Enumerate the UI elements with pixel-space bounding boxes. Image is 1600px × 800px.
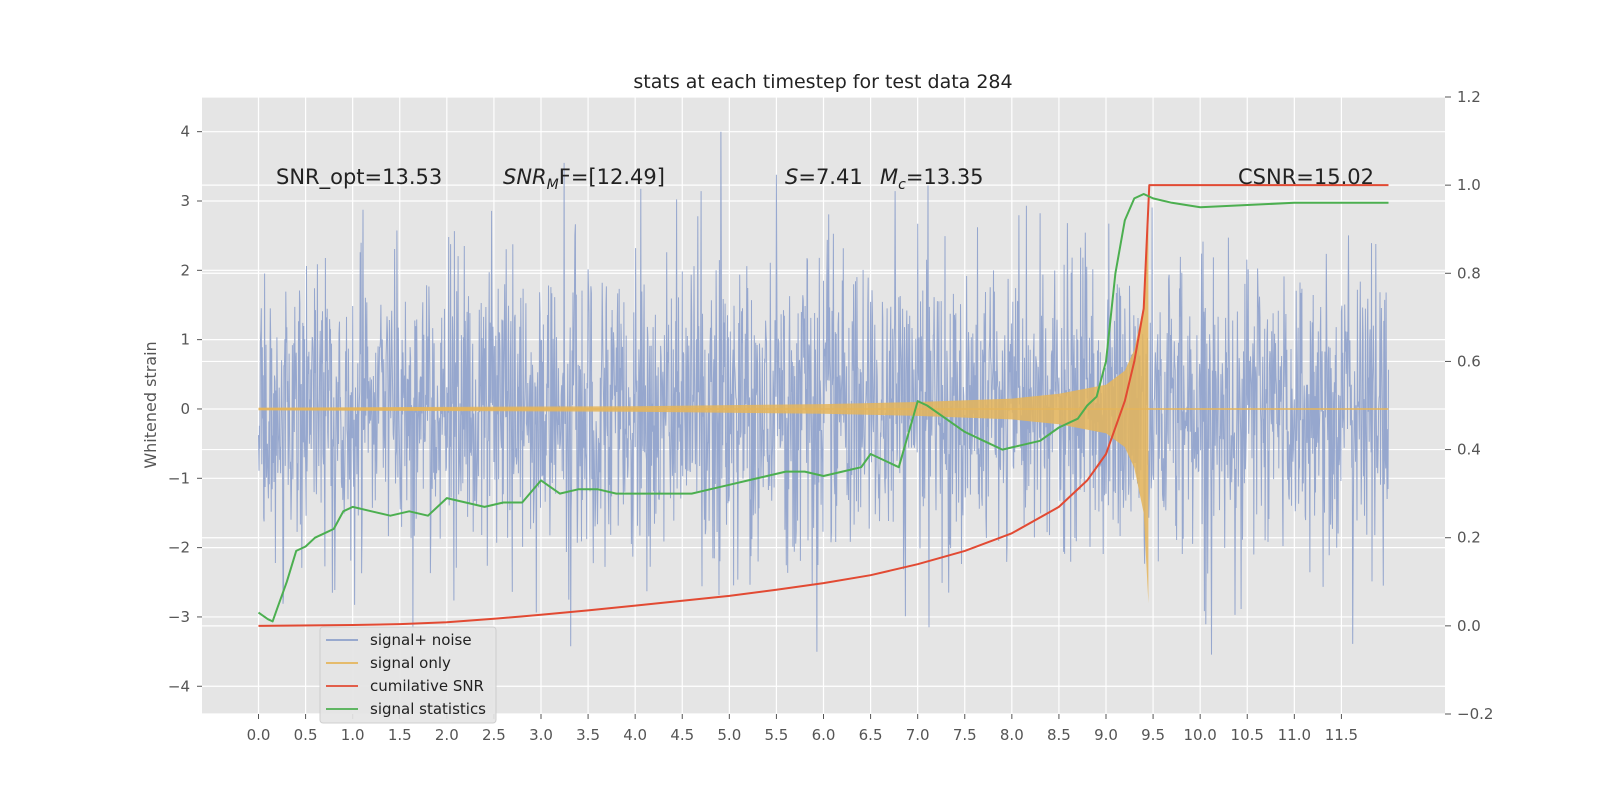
x-axis-ticks: 0.0 0.5 1.0 1.5 2.0 2.5 3.0 3.5 4.0 4.5 5.0 5.5 6.0 6… [247, 714, 1358, 744]
y-tick-label: 4 [180, 123, 190, 141]
signal-noise-line [258, 131, 1389, 655]
y-tick-label: 1 [180, 331, 190, 349]
x-tick-label: 6.5 [859, 726, 883, 744]
x-tick-label: 10.0 [1183, 726, 1216, 744]
y-tick-label: −3 [168, 608, 190, 626]
annotation-snr-mf-value: F=[12.49] [559, 165, 665, 189]
x-tick-label: 4.0 [623, 726, 647, 744]
chart-title: stats at each timestep for test data 284 [633, 71, 1012, 93]
x-tick-label: 0.0 [247, 726, 271, 744]
annotation-snr-mf-sub: M [547, 177, 559, 193]
x-tick-label: 11.5 [1325, 726, 1358, 744]
y-right-tick-label: 0.0 [1457, 617, 1481, 635]
x-tick-label: 6.0 [812, 726, 836, 744]
annotation-snr-mf: SNRMF=[12.49] [503, 165, 665, 193]
y-tick-label: −2 [168, 539, 190, 557]
legend: signal+ noise signal only cumilative SNR… [319, 626, 497, 724]
right-y-axis-ticks: 1.2 1.0 0.8 0.6 0.4 0.2 0.0 −0.2 [1445, 88, 1493, 723]
y-axis-label: Whitened strain [141, 341, 160, 468]
x-tick-label: 2.0 [435, 726, 459, 744]
annotation-csnr: CSNR=15.02 [1238, 165, 1374, 189]
annotation-snr-mf-label: SNR [503, 165, 547, 189]
y-tick-label: 0 [180, 400, 190, 418]
cumulative-snr-line [258, 184, 1389, 627]
legend-label-cumulative-snr: cumilative SNR [370, 677, 484, 695]
legend-label-signal-statistics: signal statistics [370, 700, 486, 718]
x-tick-label: 8.0 [1000, 726, 1024, 744]
annotation-mc-label: M [880, 165, 898, 189]
x-tick-label: 9.0 [1094, 726, 1118, 744]
x-tick-label: 9.5 [1141, 726, 1165, 744]
legend-label-signal-only: signal only [370, 654, 451, 672]
y-tick-label: −4 [168, 677, 190, 695]
y-tick-label: 3 [180, 192, 190, 210]
y-tick-label: −1 [168, 469, 190, 487]
y-right-tick-label: 1.2 [1457, 88, 1481, 106]
annotation-snr-opt: SNR_opt=13.53 [276, 165, 442, 190]
x-tick-label: 2.5 [482, 726, 506, 744]
annotation-mc-sub: c [898, 177, 906, 193]
annotation-s: S=7.41 [785, 165, 863, 189]
y-right-tick-label: 0.2 [1457, 529, 1481, 547]
x-tick-label: 8.5 [1047, 726, 1071, 744]
annotation-s-value: =7.41 [798, 165, 862, 189]
annotation-mc: Mc=13.35 [880, 165, 984, 193]
y-right-tick-label: 0.6 [1457, 352, 1481, 370]
y-right-tick-label: 0.8 [1457, 264, 1481, 282]
x-tick-label: 3.5 [576, 726, 600, 744]
legend-box [319, 626, 497, 724]
signal-statistics-series [257, 193, 1389, 623]
signal-statistics-line [257, 193, 1389, 623]
y-right-tick-label: −0.2 [1457, 705, 1493, 723]
y-axis-ticks: 4 3 2 1 0 −1 −2 −3 −4 [168, 123, 202, 695]
x-tick-label: 5.0 [717, 726, 741, 744]
x-tick-label: 1.0 [341, 726, 365, 744]
x-tick-label: 0.5 [294, 726, 318, 744]
y-tick-label: 2 [180, 261, 190, 279]
y-right-tick-label: 1.0 [1457, 176, 1481, 194]
x-tick-label: 7.0 [906, 726, 930, 744]
y-right-tick-label: 0.4 [1457, 441, 1481, 459]
signal-series [258, 214, 1389, 604]
x-tick-label: 11.0 [1278, 726, 1311, 744]
x-tick-label: 7.5 [953, 726, 977, 744]
cumulative-snr-series [258, 184, 1389, 627]
annotation-s-label: S [785, 165, 798, 189]
x-tick-label: 1.5 [388, 726, 412, 744]
x-tick-label: 10.5 [1231, 726, 1264, 744]
annotation-mc-value: =13.35 [906, 165, 984, 189]
x-tick-label: 5.5 [764, 726, 788, 744]
x-tick-label: 4.5 [670, 726, 694, 744]
noise-series [258, 131, 1389, 655]
x-tick-label: 3.0 [529, 726, 553, 744]
legend-label-signal-noise: signal+ noise [370, 631, 472, 649]
